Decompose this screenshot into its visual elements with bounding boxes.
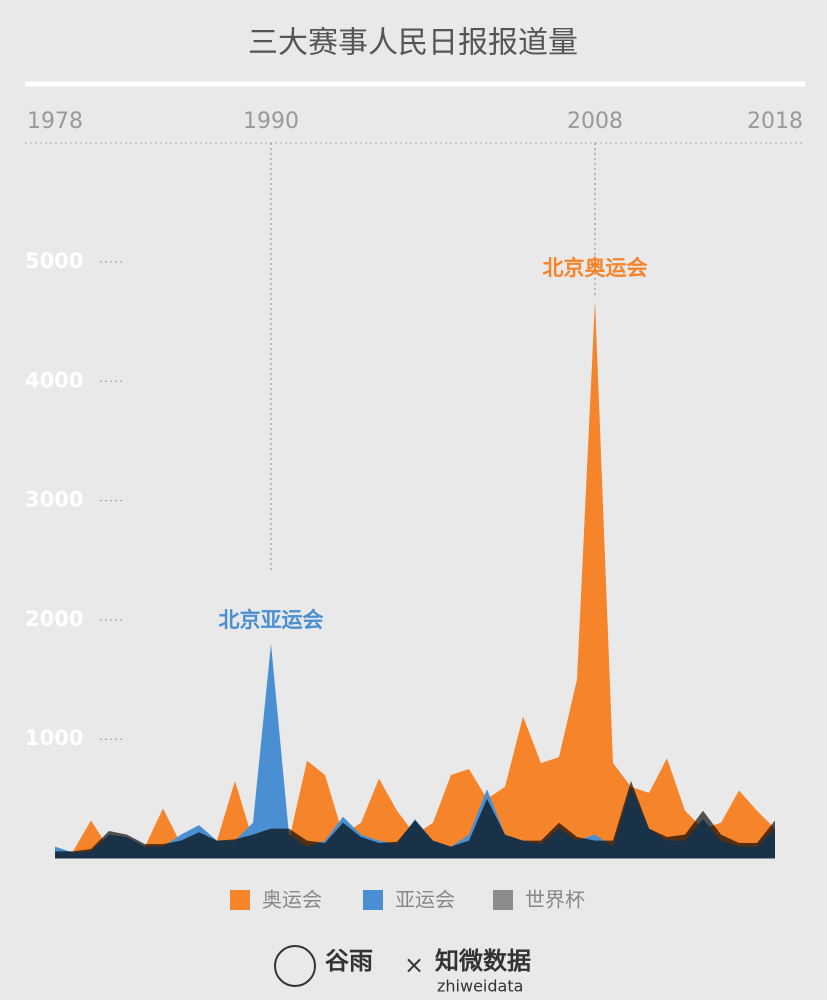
legend-swatch (363, 890, 383, 910)
y-tick-label: 2000 (25, 607, 83, 631)
footer-text: zhiweidata (437, 977, 523, 996)
legend-label: 奥运会 (262, 888, 322, 912)
legend-label: 世界杯 (525, 888, 585, 912)
x-tick-label: 1978 (27, 109, 83, 134)
y-tick-label: 5000 (25, 249, 83, 273)
y-tick-label: 1000 (25, 726, 83, 750)
legend-swatch (493, 890, 513, 910)
y-tick-label: 3000 (25, 488, 83, 512)
area (55, 780, 775, 859)
annotation: 北京亚运会 (219, 608, 324, 632)
chart-title: 三大赛事人民日报报道量 (248, 26, 578, 61)
annotation: 北京奥运会 (543, 256, 648, 280)
x-tick-label: 2008 (567, 109, 623, 134)
legend-label: 亚运会 (395, 888, 455, 912)
footer: 谷雨 × 知微数据 zhiweidata (274, 945, 531, 996)
footer-text: 谷雨 (325, 947, 373, 975)
legend-swatch (230, 890, 250, 910)
x-tick-label: 2018 (747, 109, 803, 134)
footer-text: × (404, 951, 424, 979)
x-tick-label: 1990 (243, 109, 299, 134)
area (55, 300, 775, 859)
logo-icon (274, 945, 316, 987)
y-tick-label: 4000 (25, 368, 83, 392)
footer-text: 知微数据 (435, 947, 531, 975)
